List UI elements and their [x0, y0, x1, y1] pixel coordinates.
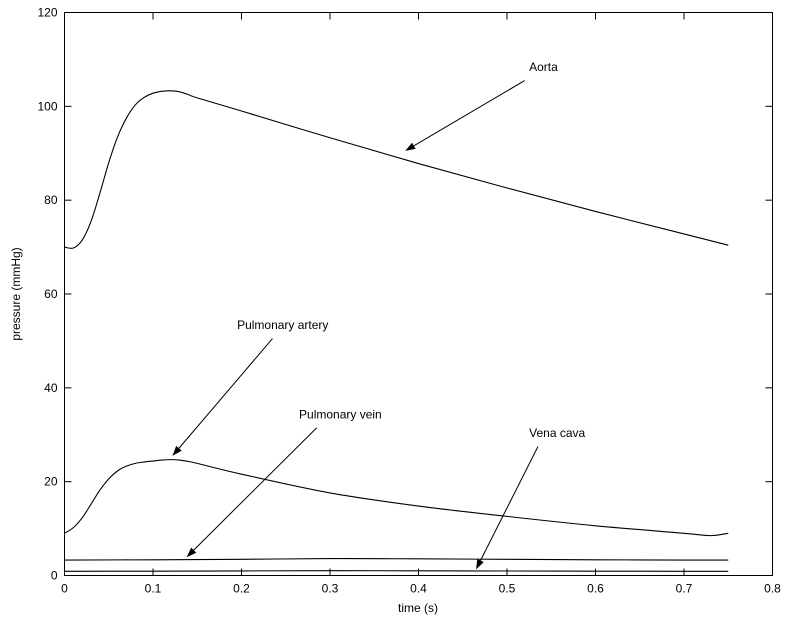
annotation-label-vena-cava: Vena cava: [529, 426, 585, 440]
x-tick-label: 0: [61, 582, 68, 596]
arrow-head-pulmonary-vein: [186, 547, 197, 558]
x-tick-label: 0.1: [145, 582, 162, 596]
curves-layer: [64, 90, 729, 572]
y-tick-label: 20: [44, 475, 58, 489]
y-tick-label: 80: [44, 193, 58, 207]
y-tick-label: 60: [44, 287, 58, 301]
arrow-line-pulmonary-vein: [193, 427, 318, 551]
y-tick-label: 120: [37, 6, 57, 20]
annotation-label-pulmonary-artery: Pulmonary artery: [237, 318, 328, 332]
arrow-head-aorta: [405, 142, 416, 151]
series-line-pulmonary-artery: [64, 459, 729, 537]
y-tick-label: 0: [51, 569, 58, 583]
series-line-vena-cava: [64, 570, 729, 572]
x-tick-label: 0.7: [676, 582, 693, 596]
x-tick-label: 0.8: [764, 582, 781, 596]
y-tick-label: 40: [44, 381, 58, 395]
series-line-aorta: [64, 90, 729, 249]
series-line-pulmonary-vein: [64, 558, 729, 561]
axis-ticks: 0 0.1 0.2 0.3 0.4 0.5 0.6 0.7 0.8 0 20 40 60 80 100 120: [37, 6, 781, 596]
x-axis-label: time (s): [398, 601, 438, 615]
arrow-head-vena-cava: [476, 558, 484, 570]
x-tick-label: 0.6: [587, 582, 604, 596]
x-tick-label: 0.5: [499, 582, 516, 596]
annotation-arrows: Aorta Pulmonary artery Pulmonary vein Vena …: [172, 60, 585, 570]
y-tick-label: 100: [37, 99, 57, 113]
x-tick-label: 0.3: [322, 582, 339, 596]
x-tick-label: 0.4: [410, 582, 427, 596]
annotation-label-pulmonary-vein: Pulmonary vein: [299, 407, 382, 421]
annotation-label-aorta: Aorta: [529, 60, 558, 74]
x-tick-label: 0.2: [233, 582, 250, 596]
arrow-line-aorta: [413, 80, 525, 147]
y-axis-label: pressure (mmHg): [9, 247, 23, 340]
plot-frame: [64, 12, 773, 576]
arrow-line-vena-cava: [480, 446, 539, 561]
arrow-line-pulmonary-artery: [178, 338, 273, 449]
arrow-head-pulmonary-artery: [172, 445, 182, 456]
